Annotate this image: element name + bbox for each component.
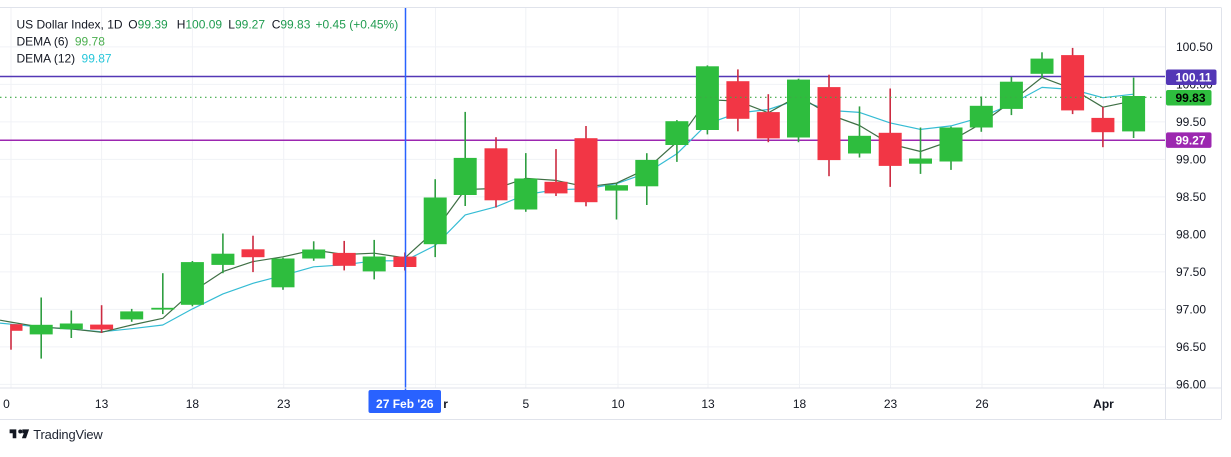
svg-text:23: 23 (884, 397, 898, 411)
svg-text:13: 13 (95, 397, 109, 411)
svg-text:DEMA (6) 99.78: DEMA (6) 99.78 (17, 35, 106, 49)
svg-text:99.83: 99.83 (1176, 91, 1206, 105)
svg-text:Apr: Apr (1093, 397, 1114, 411)
svg-text:5: 5 (522, 397, 529, 411)
svg-text:97.50: 97.50 (1176, 265, 1206, 279)
svg-text:99.00: 99.00 (1176, 153, 1206, 167)
svg-text:H100.09: H100.09 (177, 18, 223, 32)
svg-text:98.00: 98.00 (1176, 228, 1206, 242)
svg-text:96.50: 96.50 (1176, 340, 1206, 354)
svg-text:100.11: 100.11 (1176, 71, 1212, 85)
svg-text:13: 13 (701, 397, 715, 411)
svg-text:C99.83: C99.83 (272, 18, 311, 32)
svg-text:26: 26 (975, 397, 989, 411)
svg-text:27 Feb '26: 27 Feb '26 (376, 397, 434, 411)
svg-text:0: 0 (3, 397, 10, 411)
svg-text:O99.39: O99.39 (128, 18, 168, 32)
svg-text:96.00: 96.00 (1176, 378, 1206, 392)
svg-text:18: 18 (793, 397, 807, 411)
svg-text:+0.45 (+0.45%): +0.45 (+0.45%) (316, 18, 399, 32)
svg-text:r: r (443, 397, 448, 411)
svg-text:99.27: 99.27 (1176, 134, 1206, 148)
svg-text:US Dollar Index, 1D: US Dollar Index, 1D (17, 18, 123, 32)
svg-text:99.50: 99.50 (1176, 115, 1206, 129)
svg-text:TradingView: TradingView (33, 427, 103, 442)
svg-text:L99.27: L99.27 (228, 18, 265, 32)
svg-text:97.00: 97.00 (1176, 303, 1206, 317)
svg-text:18: 18 (186, 397, 200, 411)
svg-text:98.50: 98.50 (1176, 190, 1206, 204)
svg-text:100.50: 100.50 (1176, 40, 1213, 54)
svg-text:23: 23 (277, 397, 291, 411)
svg-text:DEMA (12) 99.87: DEMA (12) 99.87 (17, 52, 112, 66)
svg-text:10: 10 (611, 397, 625, 411)
